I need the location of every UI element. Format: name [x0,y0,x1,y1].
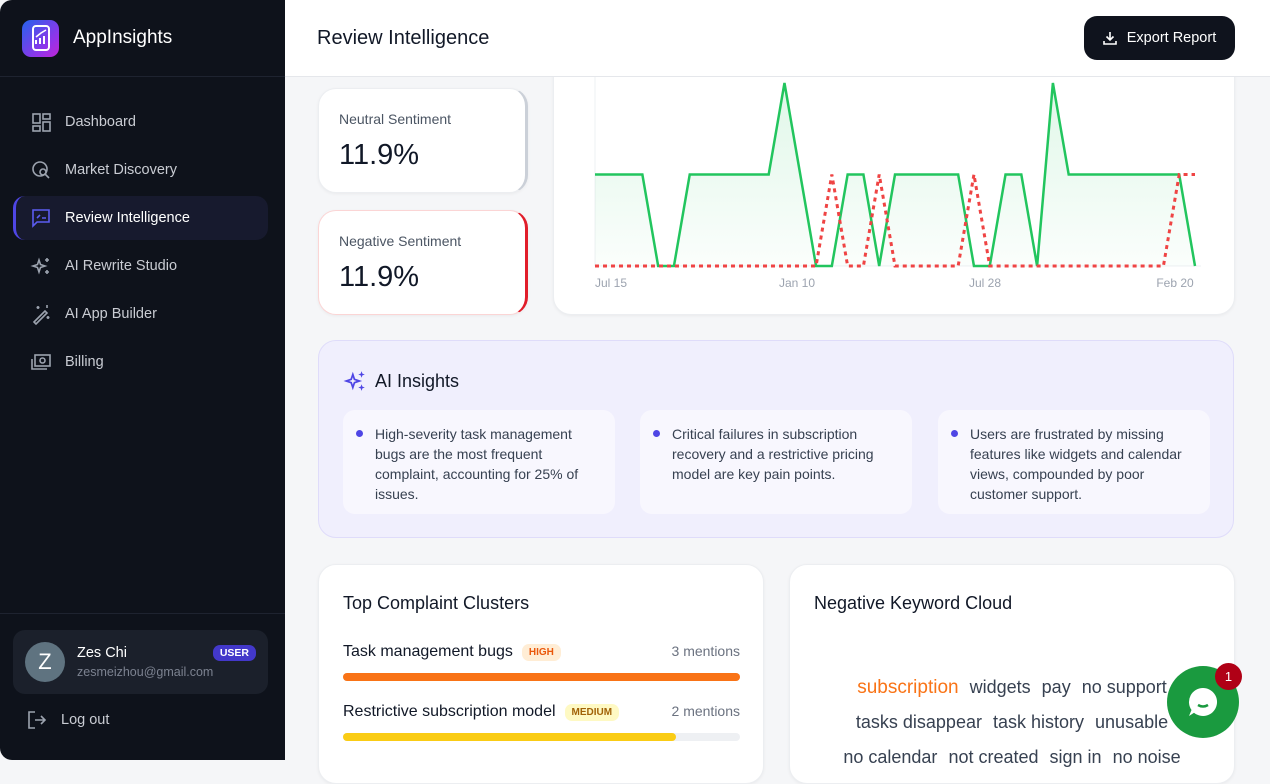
x-tick-label: Feb 20 [1156,276,1194,290]
ai-insights-title: AI Insights [375,370,460,391]
keyword-row: subscription widgets pay no support [790,677,1234,699]
stat-value: 11.9% [339,139,420,171]
page-header: Review Intelligence Export Report [285,0,1270,77]
sidebar-item-label: Review Intelligence [65,210,190,226]
sidebar-item-market-discovery[interactable]: Market Discovery [13,148,268,192]
export-report-button[interactable]: Export Report [1084,16,1235,60]
severity-badge: MEDIUM [564,703,620,721]
keyword[interactable]: widgets [969,677,1031,697]
keyword[interactable]: not created [948,747,1039,767]
keyword-row: tasks disappear task history unusable [790,712,1234,733]
keyword[interactable]: no support [1081,677,1167,697]
user-email: zesmeizhou@gmail.com [77,665,214,679]
sidebar-item-label: AI Rewrite Studio [65,258,178,274]
logout-button[interactable]: Log out [27,710,109,730]
sidebar-item-label: Dashboard [65,114,136,130]
insight-item: Critical failures in subscription recove… [640,410,912,514]
logout-icon [28,711,47,729]
cluster-bar-fill [343,673,740,681]
ai-insights-heading: AI Insights [343,369,459,393]
x-tick-label: Jan 10 [779,276,815,290]
keyword[interactable]: task history [992,712,1085,732]
avatar: Z [25,642,65,682]
bullet-icon [356,430,363,437]
insight-text: High-severity task management bugs are t… [375,426,579,502]
keyword[interactable]: no calendar [843,747,938,767]
stat-label: Neutral Sentiment [339,111,452,127]
series-line-positive [595,82,1197,268]
stat-label: Negative Sentiment [339,233,462,249]
cluster-row[interactable]: Task management bugs HIGH 3 mentions [343,643,740,681]
top-complaint-clusters-card: Top Complaint Clusters Task management b… [318,564,764,784]
sidebar-nav: Dashboard Market Discovery Review Intell… [13,100,268,388]
insight-text: Users are frustrated by missing features… [970,426,1182,502]
cluster-name: Restrictive subscription model [343,703,556,720]
magic-wand-icon [32,305,50,325]
keyword[interactable]: pay [1041,677,1071,697]
logout-label: Log out [61,712,110,728]
sidebar-item-dashboard[interactable]: Dashboard [13,100,268,144]
ai-insights-panel: AI Insights High-severity task managemen… [318,340,1234,538]
cluster-bar [343,673,740,681]
negative-sentiment-card: Negative Sentiment 11.9% [318,210,528,315]
bullet-icon [653,430,660,437]
keyword[interactable]: tasks disappear [855,712,982,732]
sidebar-item-label: AI App Builder [65,306,157,322]
divider [0,613,285,614]
keyword[interactable]: no noise [1112,747,1181,767]
cluster-row[interactable]: Restrictive subscription model MEDIUM 2 m… [343,703,740,741]
cluster-bar [343,733,740,741]
keyword[interactable]: unusable [1095,712,1169,732]
insight-item: High-severity task management bugs are t… [343,410,615,514]
export-label: Export Report [1126,30,1217,46]
sidebar: AppInsights Dashboard Market Discovery R… [0,0,285,760]
grid-icon [32,113,51,132]
sidebar-item-ai-rewrite-studio[interactable]: AI Rewrite Studio [13,244,268,288]
neutral-sentiment-card: Neutral Sentiment 11.9% [318,88,528,193]
notification-badge: 1 [1215,663,1242,690]
section-title: Top Complaint Clusters [343,593,530,613]
sidebar-item-ai-app-builder[interactable]: AI App Builder [13,292,268,336]
app-name: AppInsights [73,27,173,48]
money-icon [31,354,51,370]
download-icon [1102,32,1117,45]
stat-value: 11.9% [339,261,420,293]
sentiment-trend-chart: Jul 15 Jan 10 Jul 28 Feb 20 [594,41,1201,290]
user-name: Zes Chi [77,645,127,661]
brand[interactable]: AppInsights [0,0,285,77]
cluster-name: Task management bugs [343,643,513,660]
sidebar-item-billing[interactable]: Billing [13,340,268,384]
keyword[interactable]: subscription [857,677,959,698]
mention-count: 2 mentions [671,703,740,719]
user-profile-card[interactable]: Z Zes Chi zesmeizhou@gmail.com USER [13,630,268,694]
app-logo-icon [22,19,59,57]
section-title: Negative Keyword Cloud [814,593,1013,613]
chat-bubble-icon [1188,688,1218,716]
keyword[interactable]: sign in [1049,747,1102,767]
sidebar-item-label: Billing [65,354,104,370]
sparkles-icon [343,371,365,391]
insight-text: Critical failures in subscription recove… [672,426,874,482]
role-badge: USER [212,645,256,661]
page-title: Review Intelligence [317,27,490,49]
x-tick-label: Jul 15 [595,276,627,290]
negative-keyword-cloud-card: Negative Keyword Cloud subscription widg… [789,564,1235,784]
mention-count: 3 mentions [671,643,740,659]
sentiment-trend-chart-card: Jul 15 Jan 10 Jul 28 Feb 20 [553,40,1235,315]
cluster-bar-fill [343,733,677,741]
sidebar-item-label: Market Discovery [65,162,177,178]
series-line-negative [595,173,1195,268]
severity-badge: HIGH [521,643,561,661]
sidebar-item-review-intelligence[interactable]: Review Intelligence [13,196,268,240]
insight-item: Users are frustrated by missing features… [938,410,1210,514]
keyword-row: no calendar not created sign in no noise [790,747,1234,768]
bullet-icon [951,430,958,437]
x-tick-label: Jul 28 [969,276,1001,290]
review-icon [32,209,50,228]
sparkles-icon [30,257,49,275]
globe-search-icon [32,161,50,179]
